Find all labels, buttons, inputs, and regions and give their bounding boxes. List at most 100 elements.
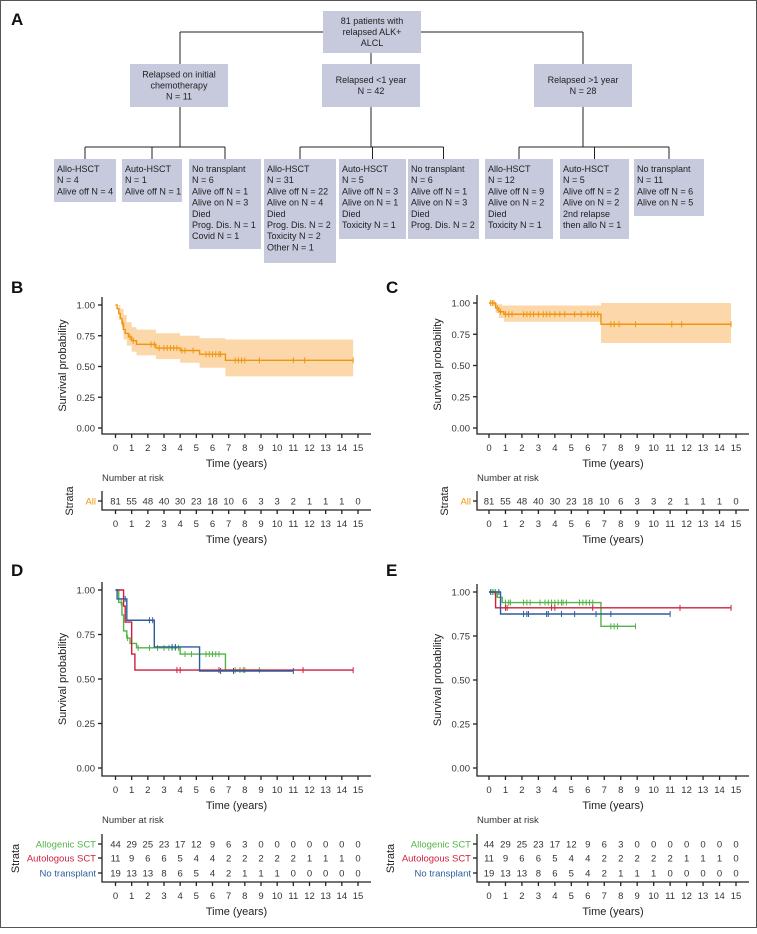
risk-x-tick-label: 1 xyxy=(129,519,134,530)
risk-x-tick-label: 7 xyxy=(226,891,231,902)
risk-x-tick-label: 5 xyxy=(194,519,199,530)
risk-x-tick-label: 14 xyxy=(337,891,348,902)
outcome-node-0-0-box xyxy=(54,159,116,202)
x-tick-label: 7 xyxy=(226,443,231,454)
risk-x-tick-label: 0 xyxy=(486,891,491,902)
risk-count: 2 xyxy=(602,854,607,865)
risk-x-tick-label: 7 xyxy=(226,519,231,530)
risk-x-tick-label: 13 xyxy=(698,891,709,902)
risk-count: 0 xyxy=(733,869,738,880)
risk-count: 6 xyxy=(536,854,541,865)
outcome-node-2-1-line: N = 5 xyxy=(563,175,585,185)
risk-count: 0 xyxy=(275,840,280,851)
y-tick-label: 1.00 xyxy=(77,301,96,312)
strata-axis-title: Strata xyxy=(385,843,397,873)
x-tick-label: 4 xyxy=(552,443,557,454)
risk-x-tick-label: 10 xyxy=(272,891,283,902)
risk-count: 2 xyxy=(618,854,623,865)
outcome-node-1-2-box xyxy=(408,159,479,239)
x-tick-label: 8 xyxy=(242,443,247,454)
x-tick-label: 4 xyxy=(552,785,557,796)
risk-x-tick-label: 1 xyxy=(503,891,508,902)
x-tick-label: 10 xyxy=(648,443,659,454)
risk-x-axis-title: Time (years) xyxy=(582,534,643,546)
y-axis-title: Survival probability xyxy=(57,319,69,412)
confidence-band xyxy=(115,305,354,377)
x-tick-label: 15 xyxy=(353,443,364,454)
km-panel-c: 0.000.250.500.751.000 1 2 3 4 5 6 7 8 9 10 11 12 13 14… xyxy=(432,295,749,546)
risk-count: 40 xyxy=(159,497,170,508)
x-tick-label: 5 xyxy=(194,785,199,796)
risk-count: 2 xyxy=(667,497,672,508)
risk-count: 4 xyxy=(194,854,199,865)
x-tick-label: 9 xyxy=(258,443,263,454)
x-tick-label: 7 xyxy=(602,443,607,454)
risk-count: 5 xyxy=(194,869,199,880)
risk-count: 12 xyxy=(566,840,577,851)
risk-count: 0 xyxy=(355,840,360,851)
outcome-node-1-0-line: Alive off N = 22 xyxy=(267,186,328,196)
risk-count: 9 xyxy=(210,840,215,851)
risk-count: 0 xyxy=(291,840,296,851)
outcome-node-1-2-line: Died xyxy=(411,209,430,219)
x-tick-label: 2 xyxy=(519,443,524,454)
risk-count: 0 xyxy=(733,840,738,851)
risk-count: 0 xyxy=(667,840,672,851)
risk-count: 1 xyxy=(618,869,623,880)
root-node-line: 81 patients with xyxy=(341,16,404,26)
outcome-node-2-0-line: Died xyxy=(488,209,507,219)
x-tick-label: 3 xyxy=(536,785,541,796)
risk-count: 0 xyxy=(258,840,263,851)
survival-curve-none xyxy=(115,589,294,672)
x-tick-label: 8 xyxy=(242,785,247,796)
risk-count: 1 xyxy=(323,497,328,508)
survival-charts: 0.000.250.500.751.000 1 2 3 4 5 6 7 8 9 10 11 12 13 14… xyxy=(10,295,749,918)
risk-count: 2 xyxy=(226,854,231,865)
survival-curve-allo xyxy=(489,591,636,628)
risk-count: 0 xyxy=(339,869,344,880)
x-tick-label: 12 xyxy=(681,443,692,454)
outcome-node-1-0-line: N = 31 xyxy=(267,175,294,185)
x-axis-title: Time (years) xyxy=(206,458,267,470)
risk-x-tick-label: 12 xyxy=(304,519,315,530)
x-tick-label: 10 xyxy=(272,443,283,454)
outcome-node-2-2-box xyxy=(634,159,704,216)
x-axis-title: Time (years) xyxy=(206,800,267,812)
risk-x-tick-label: 3 xyxy=(161,519,166,530)
risk-count: 17 xyxy=(175,840,186,851)
y-tick-label: 0.75 xyxy=(77,331,96,342)
x-tick-label: 12 xyxy=(304,785,315,796)
x-tick-label: 1 xyxy=(129,443,134,454)
risk-x-tick-label: 2 xyxy=(519,519,524,530)
x-tick-label: 12 xyxy=(681,785,692,796)
axis-lines xyxy=(476,295,749,435)
risk-x-tick-label: 13 xyxy=(698,519,709,530)
x-tick-label: 4 xyxy=(178,443,183,454)
x-tick-label: 6 xyxy=(210,443,215,454)
x-tick-label: 12 xyxy=(304,443,315,454)
group-node-0-line: N = 11 xyxy=(166,92,192,102)
risk-count: 1 xyxy=(339,497,344,508)
risk-count: 81 xyxy=(110,497,121,508)
root-node-line: ALCL xyxy=(361,38,384,48)
risk-x-tick-label: 13 xyxy=(320,519,331,530)
x-tick-label: 9 xyxy=(635,785,640,796)
risk-count: 0 xyxy=(339,840,344,851)
x-tick-label: 5 xyxy=(569,785,574,796)
x-tick-label: 13 xyxy=(698,785,709,796)
risk-count: 8 xyxy=(536,869,541,880)
risk-count: 2 xyxy=(291,854,296,865)
risk-count: 0 xyxy=(307,840,312,851)
x-tick-label: 0 xyxy=(486,785,491,796)
risk-count: 1 xyxy=(242,869,247,880)
risk-table-axes xyxy=(101,491,371,511)
risk-count: 1 xyxy=(700,497,705,508)
risk-count: 1 xyxy=(307,497,312,508)
risk-x-tick-label: 8 xyxy=(242,891,247,902)
risk-table-axes xyxy=(476,834,749,883)
x-tick-label: 15 xyxy=(353,785,364,796)
y-tick-label: 0.50 xyxy=(77,675,96,686)
